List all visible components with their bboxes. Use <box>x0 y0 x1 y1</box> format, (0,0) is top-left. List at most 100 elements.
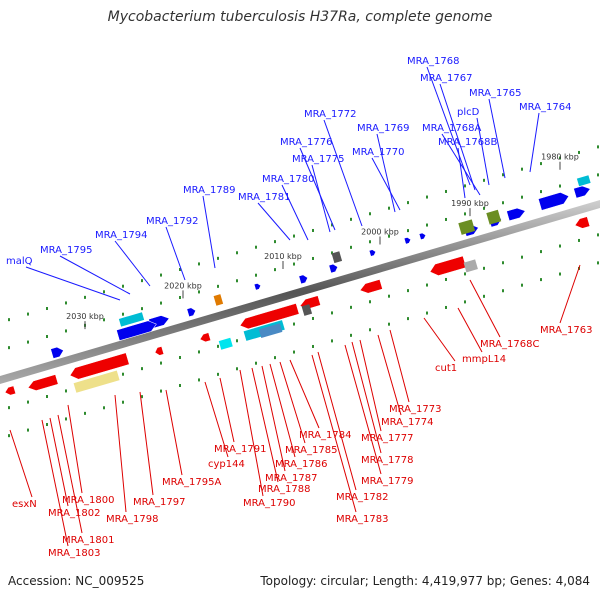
tick-dot <box>8 406 10 410</box>
tick-label: 2020 kbp <box>164 281 202 290</box>
tick-dot <box>331 251 333 255</box>
tick-dot <box>198 350 200 354</box>
leader-line <box>299 147 336 231</box>
leader-line <box>457 147 466 199</box>
tick-dot <box>65 417 67 421</box>
reverse-gene-label: MRA_1797 <box>133 497 185 508</box>
tick-dot <box>559 184 561 188</box>
tick-dot <box>179 267 181 271</box>
tick-dot <box>369 212 371 216</box>
leader-line <box>165 226 186 281</box>
tick-dot <box>540 278 542 282</box>
reverse-gene-arrow <box>239 303 300 330</box>
tick-dot <box>578 150 580 154</box>
leader-line <box>377 334 402 416</box>
tick-dot <box>160 361 162 365</box>
tick-dot <box>8 434 10 438</box>
leader-line <box>476 117 490 186</box>
tick-dot <box>502 173 504 177</box>
leader-line <box>311 354 357 513</box>
forward-gene-label: MRA_1768B <box>438 137 497 148</box>
tick-dot <box>8 346 10 350</box>
forward-gene-label: MRA_1768A <box>422 123 481 134</box>
tick-dot <box>141 279 143 283</box>
gene-block <box>486 209 502 225</box>
tick-dot <box>27 400 29 404</box>
tick-dot <box>103 290 105 294</box>
leader-line <box>323 119 363 227</box>
tick-dot <box>274 356 276 360</box>
leader-line <box>344 344 382 475</box>
leader-line <box>317 351 357 491</box>
tick-dot <box>84 295 86 299</box>
forward-gene-arrow <box>116 320 157 341</box>
gene-block <box>213 294 224 306</box>
tick-dot <box>597 233 599 237</box>
tick-dot <box>27 428 29 432</box>
reverse-gene-label: MRA_1802 <box>48 508 100 519</box>
reverse-gene-arrow <box>154 346 165 356</box>
forward-gene-arrow <box>573 185 591 199</box>
gene-labels: MRA_1768 MRA_1767 MRA_1765 MRA_1764 plcD MRA_… <box>6 56 592 559</box>
reverse-gene-label: MRA_1777 <box>361 433 413 444</box>
gene-block <box>576 175 591 187</box>
leader-line <box>269 363 296 458</box>
tick-dot <box>160 301 162 305</box>
tick-dot <box>236 279 238 283</box>
leader-line <box>57 414 83 534</box>
tick-dot <box>464 184 466 188</box>
reverse-gene-arrow <box>199 332 212 343</box>
reverse-gene-arrow <box>27 374 59 391</box>
tick-label: 2000 kbp <box>361 228 399 237</box>
leader-line <box>261 365 286 472</box>
leader-line <box>281 184 309 241</box>
tick-dot <box>122 284 124 288</box>
leader-line <box>49 417 69 507</box>
tick-dot <box>350 217 352 221</box>
forward-gene-label: MRA_1776 <box>280 137 332 148</box>
reverse-gene-arrow <box>4 385 17 396</box>
tick-dot <box>27 340 29 344</box>
forward-gene-arrow <box>298 274 308 285</box>
tick-dot <box>445 277 447 281</box>
tick-dot <box>331 311 333 315</box>
tick-dot <box>521 167 523 171</box>
leader-line <box>9 429 33 498</box>
tick-dot <box>426 223 428 227</box>
leader-line <box>251 367 279 483</box>
reverse-gene-label: MRA_1795A <box>162 477 221 488</box>
leader-line <box>114 394 127 513</box>
gene-block <box>458 219 476 235</box>
tick-dot <box>141 395 143 399</box>
tick-dot <box>312 316 314 320</box>
leader-line <box>376 133 396 213</box>
tick-dot <box>236 251 238 255</box>
reverse-gene-label: MRA_1783 <box>336 514 388 525</box>
gene-block <box>218 337 233 350</box>
genome-stats-text: Topology: circular; Length: 4,419,977 bp… <box>260 574 590 588</box>
tick-dot <box>464 300 466 304</box>
tick-dot <box>198 262 200 266</box>
tick-dot <box>293 350 295 354</box>
reverse-gene-label: MRA_1763 <box>540 325 592 336</box>
leader-line <box>59 255 131 295</box>
reverse-gene-label: MRA_1774 <box>381 417 433 428</box>
leader-line <box>559 264 581 324</box>
forward-gene-label: MRA_1775 <box>292 154 344 165</box>
leader-line <box>488 98 506 179</box>
tick-dot <box>217 256 219 260</box>
reverse-gene-label: MRA_1798 <box>106 514 158 525</box>
tick-dot <box>274 268 276 272</box>
tick-dot <box>312 228 314 232</box>
gene-block <box>73 370 120 393</box>
tick-dot <box>179 295 181 299</box>
forward-gene-label: MRA_1795 <box>40 245 92 256</box>
forward-gene-label: MRA_1789 <box>183 185 235 196</box>
tick-dot <box>255 245 257 249</box>
forward-gene-arrow <box>538 192 570 211</box>
tick-dot <box>521 195 523 199</box>
reverse-gene-arrow <box>429 255 467 276</box>
forward-gene-arrow <box>403 237 412 245</box>
tick-dot <box>388 206 390 210</box>
